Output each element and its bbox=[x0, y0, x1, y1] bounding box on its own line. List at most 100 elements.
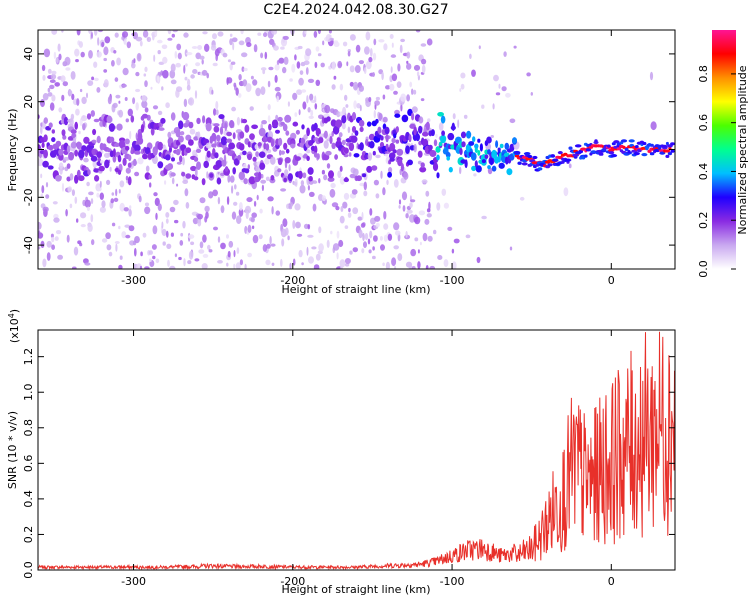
heatmap-cell bbox=[126, 41, 131, 49]
heatmap-cell bbox=[363, 241, 367, 249]
heatmap-cell bbox=[373, 38, 377, 46]
heatmap-cell bbox=[47, 144, 54, 151]
x-tick-label: -100 bbox=[440, 274, 465, 287]
heatmap-cell bbox=[205, 122, 212, 132]
heatmap-cell bbox=[290, 143, 296, 149]
heatmap-cell bbox=[157, 50, 161, 55]
heatmap-cell bbox=[387, 171, 392, 178]
heatmap-cell bbox=[198, 249, 205, 254]
heatmap-cell bbox=[382, 94, 386, 100]
heatmap-cell bbox=[326, 163, 331, 169]
heatmap-cell bbox=[308, 175, 313, 182]
heatmap-cell bbox=[140, 251, 143, 257]
heatmap-cell bbox=[397, 253, 403, 262]
heatmap-cell bbox=[105, 232, 111, 240]
heatmap-cell bbox=[290, 132, 297, 140]
heatmap-cell bbox=[197, 45, 203, 50]
heatmap-cell bbox=[382, 262, 385, 267]
heatmap-cell bbox=[450, 125, 456, 131]
heatmap-cell bbox=[81, 96, 87, 105]
heatmap-cell bbox=[429, 265, 435, 269]
heatmap-cell bbox=[170, 232, 174, 237]
heatmap-cell bbox=[104, 159, 110, 169]
heatmap-cell bbox=[307, 167, 314, 175]
heatmap-cell bbox=[233, 263, 236, 269]
heatmap-cell bbox=[197, 219, 202, 227]
heatmap-cell bbox=[359, 126, 364, 133]
heatmap-cell bbox=[101, 41, 105, 48]
heatmap-cell bbox=[373, 110, 376, 119]
heatmap-cell bbox=[323, 130, 328, 139]
heatmap-cell bbox=[353, 153, 360, 158]
heatmap-cell bbox=[165, 164, 171, 170]
heatmap-cell bbox=[285, 130, 290, 136]
heatmap-cell bbox=[75, 108, 80, 116]
heatmap-cell bbox=[93, 61, 98, 68]
heatmap-cell bbox=[47, 87, 51, 93]
heatmap-cell bbox=[221, 159, 227, 167]
heatmap-cell bbox=[133, 158, 137, 167]
heatmap-cell bbox=[144, 206, 151, 215]
heatmap-cell bbox=[103, 152, 111, 158]
y-tick-label: 0 bbox=[22, 146, 35, 153]
heatmap-cell bbox=[421, 179, 428, 184]
heatmap-cell bbox=[344, 263, 350, 267]
heatmap-cell bbox=[332, 125, 340, 135]
heatmap-cell bbox=[352, 168, 359, 176]
heatmap-cell bbox=[451, 261, 457, 269]
heatmap-cell bbox=[298, 170, 303, 179]
heatmap-cell bbox=[665, 141, 669, 146]
heatmap-cell bbox=[186, 84, 191, 91]
heatmap-cell bbox=[201, 59, 204, 65]
heatmap-cell bbox=[399, 44, 403, 54]
heatmap-cell bbox=[389, 34, 394, 39]
heatmap-cell bbox=[174, 253, 177, 258]
heatmap-cell bbox=[92, 128, 97, 136]
heatmap-cell bbox=[253, 44, 258, 53]
heatmap-cell bbox=[307, 78, 315, 83]
heatmap-cell bbox=[645, 147, 649, 151]
heatmap-cell bbox=[342, 106, 347, 116]
heatmap-cell bbox=[229, 63, 233, 71]
heatmap-cell bbox=[114, 142, 120, 147]
heatmap-cell bbox=[111, 60, 115, 67]
heatmap-cell bbox=[184, 188, 189, 197]
heatmap-cell bbox=[563, 187, 569, 197]
heatmap-cell bbox=[475, 165, 482, 173]
heatmap-cell bbox=[162, 241, 166, 246]
heatmap-cell bbox=[134, 247, 137, 257]
heatmap-cell bbox=[53, 217, 60, 223]
heatmap-cell bbox=[362, 232, 365, 242]
snr-series-line bbox=[38, 331, 675, 570]
heatmap-cell bbox=[473, 173, 477, 177]
heatmap-cell bbox=[279, 149, 282, 156]
heatmap-cell bbox=[333, 75, 337, 80]
heatmap-cell bbox=[439, 141, 443, 147]
heatmap-cell bbox=[161, 221, 164, 229]
heatmap-cell bbox=[62, 135, 67, 140]
heatmap-cell bbox=[161, 44, 168, 50]
heatmap-cell bbox=[190, 74, 195, 79]
heatmap-cell bbox=[312, 203, 317, 212]
heatmap-cell bbox=[349, 34, 356, 41]
heatmap-cell bbox=[175, 148, 181, 156]
heatmap-cell bbox=[87, 223, 93, 232]
heatmap-cell bbox=[340, 206, 344, 212]
heatmap-cell bbox=[239, 143, 245, 151]
heatmap-cell bbox=[265, 143, 270, 151]
heatmap-cell bbox=[372, 52, 377, 61]
heatmap-cell bbox=[249, 133, 255, 141]
heatmap-cell bbox=[49, 84, 55, 90]
heatmap-cell bbox=[224, 166, 229, 172]
heatmap-cell bbox=[334, 154, 338, 160]
heatmap-cell bbox=[229, 175, 235, 183]
heatmap-cell bbox=[411, 112, 415, 121]
heatmap-cell bbox=[155, 258, 160, 264]
heatmap-cell bbox=[182, 123, 189, 128]
heatmap-cell bbox=[47, 68, 52, 74]
heatmap-cell bbox=[233, 159, 240, 165]
heatmap-cell bbox=[148, 250, 153, 255]
heatmap-cell bbox=[505, 92, 511, 98]
heatmap-cell bbox=[58, 148, 64, 156]
heatmap-cell bbox=[330, 230, 333, 235]
